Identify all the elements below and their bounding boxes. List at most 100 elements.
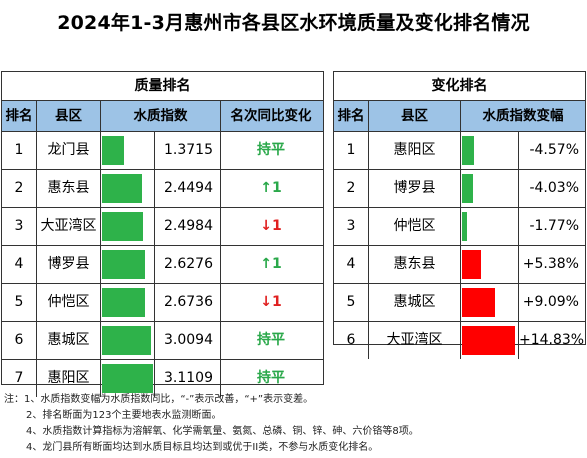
rank-cell: 1 (2, 132, 37, 169)
quality-bar-cell (101, 284, 155, 321)
county-cell: 博罗县 (37, 246, 101, 283)
rank-cell: 4 (2, 246, 37, 283)
quality-index-value: 2.6736 (155, 284, 221, 321)
quality-index-bar (102, 136, 124, 165)
change-ranking-rows: 1 惠阳区 -4.57% 2 博罗县 -4.03% 3 仲恺区 -1.77% 4 惠东县 +5.38%… (334, 132, 585, 359)
county-cell: 博罗县 (369, 170, 461, 207)
header-rank: 排名 (334, 101, 369, 131)
page-title: 2024年1-3月惠州市各县区水环境质量及变化排名情况 (57, 12, 530, 34)
header-quality-index: 水质指数 (101, 101, 221, 131)
rank-cell: 1 (334, 132, 369, 169)
quality-row: 6 惠城区 3.0094 持平 (2, 322, 323, 360)
county-cell: 大亚湾区 (369, 322, 461, 359)
quality-index-bar (102, 326, 151, 355)
quality-ranking-rows: 1 龙门县 1.3715 持平 2 惠东县 2.4494 ↑1 3 大亚湾区 2.4984 ↓1 4 博罗… (2, 132, 323, 397)
rank-change-cell: ↑1 (260, 180, 282, 196)
rank-change-cell: ↓1 (260, 294, 282, 310)
footnote-2: 2、排名断面为123个主要地表水监测断面。 (26, 410, 222, 421)
quality-bar-cell (101, 132, 155, 169)
change-bar (462, 326, 515, 355)
quality-bar-cell (101, 360, 155, 397)
county-cell: 仲恺区 (37, 284, 101, 321)
county-cell: 惠东县 (37, 170, 101, 207)
county-cell: 惠城区 (369, 284, 461, 321)
rank-cell: 4 (334, 246, 369, 283)
change-bar (462, 288, 495, 317)
change-value: -1.77% (529, 218, 579, 234)
rank-cell: 5 (2, 284, 37, 321)
rank-cell: 2 (2, 170, 37, 207)
quality-row: 7 惠阳区 3.1109 持平 (2, 360, 323, 397)
change-value: +5.38% (522, 256, 579, 272)
change-bar-cell (461, 170, 519, 207)
rank-change-cell: 持平 (257, 332, 285, 348)
change-ranking-table: 变化排名 排名 县区 水质指数变幅 1 惠阳区 -4.57% 2 博罗县 -4.03% 3 仲… (333, 71, 586, 359)
county-cell: 惠东县 (369, 246, 461, 283)
change-bar (462, 136, 474, 165)
county-cell: 仲恺区 (369, 208, 461, 245)
quality-bar-cell (101, 170, 155, 207)
change-row: 4 惠东县 +5.38% (334, 246, 585, 284)
change-ranking-header-row: 排名 县区 水质指数变幅 (334, 101, 585, 132)
quality-index-value: 2.6276 (155, 246, 221, 283)
quality-row: 2 惠东县 2.4494 ↑1 (2, 170, 323, 208)
change-bar (462, 174, 473, 203)
rank-cell: 5 (334, 284, 369, 321)
quality-index-bar (102, 364, 153, 393)
quality-ranking-table: 质量排名 排名 县区 水质指数 名次同比变化 1 龙门县 1.3715 持平 2 惠东县 2… (1, 71, 324, 397)
county-cell: 大亚湾区 (37, 208, 101, 245)
quality-index-value: 1.3715 (155, 132, 221, 169)
rank-change-cell: 持平 (257, 370, 285, 386)
change-row: 2 博罗县 -4.03% (334, 170, 585, 208)
quality-row: 5 仲恺区 2.6736 ↓1 (2, 284, 323, 322)
header-county: 县区 (369, 101, 461, 131)
quality-ranking-header-row: 排名 县区 水质指数 名次同比变化 (2, 101, 323, 132)
rank-change-cell: 持平 (257, 142, 285, 158)
quality-index-value: 3.1109 (155, 360, 221, 397)
change-value: -4.03% (529, 180, 579, 196)
quality-index-value: 3.0094 (155, 322, 221, 359)
header-county: 县区 (37, 101, 101, 131)
quality-index-value: 2.4984 (155, 208, 221, 245)
header-rank-change: 名次同比变化 (230, 108, 312, 124)
change-bar-cell (461, 208, 519, 245)
quality-index-bar (102, 174, 142, 203)
change-value: +9.09% (522, 294, 579, 310)
change-row: 1 惠阳区 -4.57% (334, 132, 585, 170)
footnote-3: 4、水质指数计算指标为溶解氧、化学需氧量、氨氮、总磷、铜、锌、砷、六价铬等8项。 (26, 426, 419, 437)
change-bar-cell (461, 284, 519, 321)
change-bar-cell (461, 132, 519, 169)
county-cell: 惠城区 (37, 322, 101, 359)
rank-cell: 3 (334, 208, 369, 245)
quality-row: 3 大亚湾区 2.4984 ↓1 (2, 208, 323, 246)
change-value: -4.57% (529, 142, 579, 158)
rank-cell: 6 (2, 322, 37, 359)
footnote-1: 注：1、水质指数变幅为水质指数同比，“-”表示改善，“+”表示变差。 (4, 394, 314, 405)
header-rank: 排名 (2, 101, 37, 131)
change-value: +14.83% (519, 332, 585, 348)
quality-index-value: 2.4494 (155, 170, 221, 207)
quality-index-bar (102, 212, 143, 241)
county-cell: 惠阳区 (369, 132, 461, 169)
change-row: 3 仲恺区 -1.77% (334, 208, 585, 246)
header-index-change: 水质指数变幅 (482, 108, 564, 124)
rank-change-cell: ↓1 (260, 218, 282, 234)
rank-cell: 6 (334, 322, 369, 359)
change-row: 5 惠城区 +9.09% (334, 284, 585, 322)
change-ranking-title: 变化排名 (334, 72, 585, 101)
quality-row: 1 龙门县 1.3715 持平 (2, 132, 323, 170)
rank-cell: 3 (2, 208, 37, 245)
quality-bar-cell (101, 208, 155, 245)
footnotes: 注：1、水质指数变幅为水质指数同比，“-”表示改善，“+”表示变差。 2、排名断… (4, 392, 419, 456)
change-row: 6 大亚湾区 +14.83% (334, 322, 585, 359)
quality-bar-cell (101, 246, 155, 283)
quality-index-bar (102, 250, 145, 279)
change-bar-cell (461, 322, 519, 359)
rank-change-cell: ↑1 (260, 256, 282, 272)
change-bar (462, 250, 481, 279)
county-cell: 龙门县 (37, 132, 101, 169)
quality-bar-cell (101, 322, 155, 359)
county-cell: 惠阳区 (37, 360, 101, 397)
quality-ranking-title: 质量排名 (2, 72, 323, 101)
quality-row: 4 博罗县 2.6276 ↑1 (2, 246, 323, 284)
